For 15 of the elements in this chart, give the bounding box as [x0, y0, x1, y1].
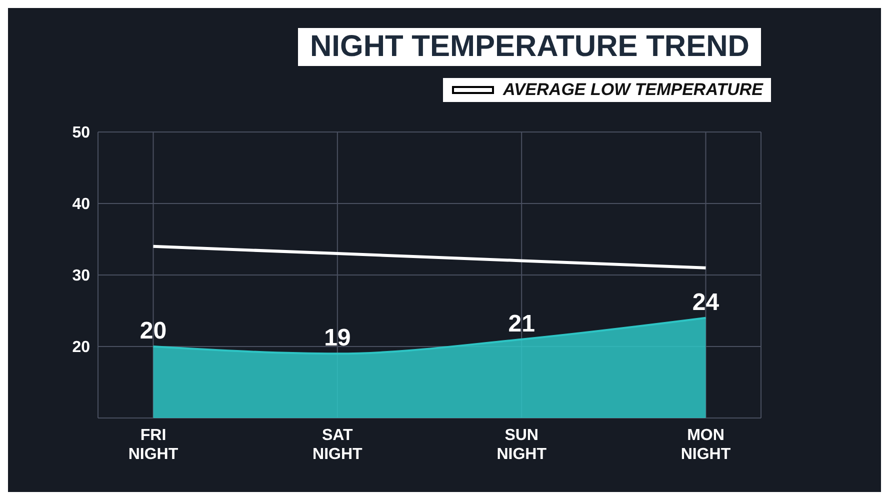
- data-label: 21: [508, 310, 535, 338]
- y-tick-label: 40: [72, 196, 90, 214]
- y-tick-label: 50: [72, 124, 90, 142]
- legend-label: AVERAGE LOW TEMPERATURE: [502, 80, 763, 100]
- x-tick-label: SAT NIGHT: [312, 427, 363, 463]
- chart-title: NIGHT TEMPERATURE TREND: [298, 28, 762, 66]
- x-tick-label: FRI NIGHT: [128, 427, 178, 463]
- data-label: 19: [324, 324, 351, 352]
- x-tick-label: MON NIGHT: [680, 427, 731, 463]
- y-tick-label: 30: [72, 268, 90, 285]
- line-series: [152, 244, 708, 270]
- data-label: 20: [140, 318, 167, 344]
- x-tick-label: SUN NIGHT: [496, 427, 547, 463]
- y-tick-label: 20: [72, 339, 90, 356]
- data-label: 24: [692, 288, 720, 316]
